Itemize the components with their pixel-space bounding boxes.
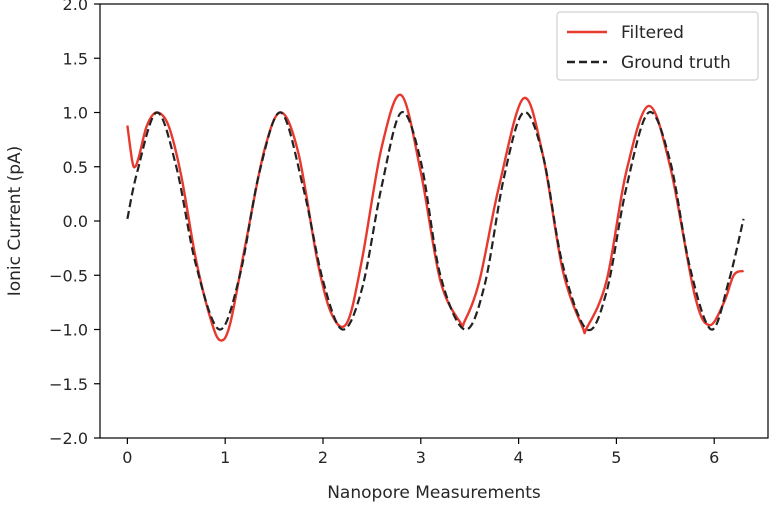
y-axis-label: Ionic Current (pA)	[5, 146, 25, 297]
y-tick-label: 1.0	[63, 104, 88, 123]
y-tick-label: 0.0	[63, 212, 88, 231]
legend-label-ground-truth: Ground truth	[621, 53, 731, 73]
plot-lines	[126, 93, 745, 342]
y-tick-label: 2.0	[63, 0, 88, 14]
legend-box	[556, 11, 759, 81]
y-tick-label: −0.5	[49, 266, 88, 285]
y-tick-label: −1.0	[49, 321, 88, 340]
x-tick-label: 1	[220, 448, 230, 467]
x-tick-label: 2	[318, 448, 328, 467]
ticks: 0 1 2 3 4 5 6 2.0 1.5 1.0 0.5 0.0 −0.5 −1.0 −1.5 −2.0	[49, 0, 719, 467]
x-tick-label: 5	[611, 448, 621, 467]
x-tick-label: 0	[122, 448, 132, 467]
y-tick-label: 0.5	[63, 158, 88, 177]
x-tick-label: 3	[416, 448, 426, 467]
x-axis-label: Nanopore Measurements	[327, 483, 541, 503]
x-tick-label: 6	[709, 448, 719, 467]
y-tick-label: −2.0	[49, 429, 88, 448]
series-line-filtered	[126, 93, 745, 342]
y-tick-label: −1.5	[49, 375, 88, 394]
y-tick-label: 1.5	[63, 49, 88, 68]
x-tick-label: 4	[514, 448, 524, 467]
legend-label-filtered: Filtered	[621, 23, 684, 43]
legend: Filtered Ground truth	[556, 11, 759, 81]
series-line-ground-truth	[126, 111, 745, 332]
